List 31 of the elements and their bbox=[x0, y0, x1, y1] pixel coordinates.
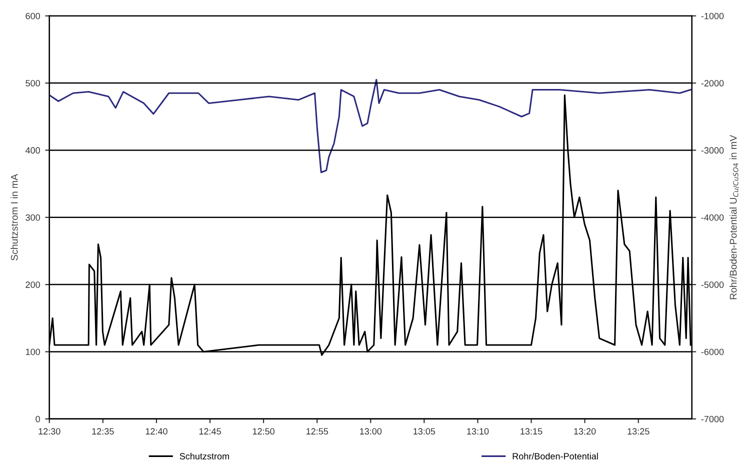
y-tick-label: 200 bbox=[26, 282, 40, 288]
x-tick-label: 12:55 bbox=[306, 428, 328, 435]
x-tick-label: 13:05 bbox=[414, 428, 436, 435]
y2-tick-label: -6000 bbox=[701, 348, 724, 356]
y-tick-label: 300 bbox=[26, 214, 40, 221]
x-tick-label: 13:10 bbox=[467, 428, 489, 435]
x-tick-label: 13:20 bbox=[574, 428, 596, 435]
x-tick-label: 12:40 bbox=[146, 428, 168, 435]
x-tick-label: 13:15 bbox=[520, 428, 542, 435]
y-tick-label: 100 bbox=[26, 348, 40, 356]
y-tick-label: 500 bbox=[26, 80, 40, 86]
x-tick-label: 12:30 bbox=[38, 428, 60, 435]
y-tick-label: 600 bbox=[26, 12, 40, 20]
line-series bbox=[49, 78, 692, 174]
y2-tick-label: -7000 bbox=[701, 416, 724, 422]
legend-label: Schutzstrom bbox=[180, 452, 229, 460]
x-tick-label: 12:50 bbox=[252, 428, 274, 435]
y-axis-title: Schutzstrom I in mA bbox=[10, 174, 18, 260]
y-tick-label: 0 bbox=[36, 416, 40, 422]
x-tick-label: 12:45 bbox=[199, 428, 221, 435]
x-tick-label: 13:00 bbox=[360, 428, 382, 435]
y2-tick-label: -4000 bbox=[701, 214, 724, 221]
y2-tick-label: -5000 bbox=[701, 282, 724, 288]
y2-axis-title: Rohr/Boden-Potential U$_{Cu/CuSO4}$ in mV bbox=[730, 134, 739, 300]
y2-tick-label: -2000 bbox=[701, 80, 724, 86]
x-tick-label: 12:35 bbox=[92, 428, 114, 435]
x-tick-label: 13:25 bbox=[628, 428, 650, 435]
y2-tick-label: -1000 bbox=[701, 12, 724, 20]
y-tick-label: 400 bbox=[25, 147, 40, 154]
y2-tick-label: -3000 bbox=[701, 147, 724, 154]
legend-label: Rohr/Boden-Potential bbox=[512, 452, 598, 460]
